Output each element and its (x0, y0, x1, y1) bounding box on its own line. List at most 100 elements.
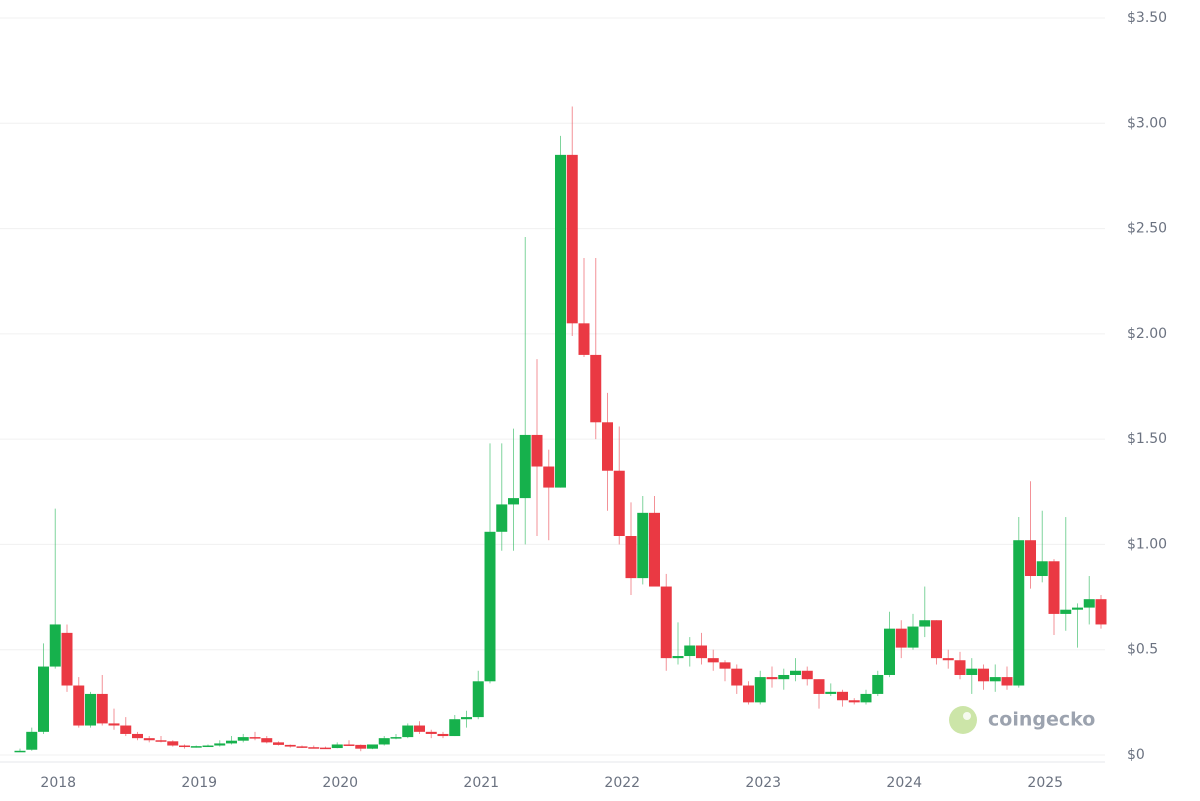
candle-body (1001, 677, 1013, 686)
y-tick-label: $3.00 (1127, 115, 1167, 131)
candle-body (1025, 540, 1036, 577)
candle-body (261, 738, 273, 743)
candle (848, 698, 860, 705)
candle-body (49, 624, 61, 667)
candle-body (707, 658, 719, 663)
candle-body (754, 677, 766, 703)
candle (120, 717, 132, 737)
candle (425, 729, 437, 739)
candle (942, 649, 954, 669)
watermark: coingecko (949, 706, 1095, 734)
candle-body (155, 740, 167, 742)
candle (496, 443, 508, 551)
candle (813, 679, 825, 709)
y-tick-label: $0.5 (1127, 642, 1158, 658)
candle-body (895, 628, 907, 648)
candle (707, 649, 719, 671)
candle (1060, 517, 1072, 631)
candle-body (942, 658, 954, 661)
y-tick-label: $1.50 (1127, 431, 1167, 447)
candle (743, 681, 754, 705)
candle-body (343, 744, 355, 746)
candle (167, 740, 179, 747)
candle-body (226, 740, 237, 744)
candle-body (660, 586, 672, 659)
x-tick-label: 2024 (886, 775, 922, 791)
candle (1048, 559, 1060, 635)
candle-body (919, 620, 931, 627)
candle (907, 613, 919, 650)
candle-body (1060, 609, 1072, 614)
candle-body (437, 733, 449, 737)
candle (696, 632, 707, 665)
candle (1083, 576, 1095, 625)
candle (96, 674, 108, 726)
candle-body (813, 679, 825, 694)
candle (672, 622, 684, 665)
candle (273, 741, 284, 746)
x-tick-label: 2018 (40, 775, 76, 791)
candle (331, 742, 343, 749)
y-tick-label: $3.50 (1127, 10, 1167, 26)
candle (555, 135, 566, 488)
candle (108, 708, 120, 730)
x-tick-label: 2025 (1027, 775, 1063, 791)
candle (1001, 666, 1013, 690)
candle-body (555, 154, 566, 488)
candle (825, 683, 837, 697)
candle-body (484, 531, 496, 682)
candle (437, 731, 449, 739)
candle-body (790, 670, 801, 675)
candle-body (966, 668, 978, 675)
candle-body (978, 668, 989, 682)
watermark-text: coingecko (988, 709, 1095, 731)
candle (919, 586, 931, 638)
candle-body (872, 674, 884, 694)
candle-body (249, 737, 261, 739)
candle (132, 731, 143, 741)
candle-body (61, 632, 73, 686)
candle (261, 736, 273, 744)
candle-body (825, 691, 837, 694)
candle (731, 664, 743, 694)
candle (578, 258, 590, 358)
candle-body (132, 733, 143, 739)
candle-body (1083, 599, 1095, 608)
candle-body (202, 745, 214, 748)
candle-body (743, 685, 754, 703)
candle (61, 624, 73, 692)
candle (966, 658, 978, 694)
candle-body (625, 536, 637, 579)
candle-body (766, 677, 778, 680)
candle-body (73, 685, 85, 726)
candle (308, 745, 320, 749)
candle (684, 637, 696, 667)
candle-body (613, 470, 625, 537)
candle (660, 573, 672, 671)
candle (367, 744, 378, 750)
candle-body (14, 750, 26, 753)
candle-body (543, 466, 555, 488)
candle (649, 495, 660, 587)
candle-body (496, 504, 508, 532)
candle-body (38, 666, 49, 732)
candle-body (26, 731, 38, 750)
candle (49, 508, 61, 669)
candle (402, 723, 414, 739)
candle (343, 740, 355, 746)
candle-body (860, 693, 872, 703)
candle (143, 736, 155, 743)
candle (390, 733, 402, 740)
candle-body (519, 434, 531, 499)
candle-body (425, 731, 437, 734)
candle-body (273, 742, 284, 745)
candle-body (355, 744, 367, 749)
candle-body (320, 747, 331, 750)
candle (355, 744, 367, 752)
candle-body (684, 645, 696, 657)
candle (296, 745, 308, 749)
candle-body (590, 354, 602, 423)
candle-body (954, 660, 966, 675)
candle (954, 651, 966, 680)
candle (508, 428, 519, 551)
